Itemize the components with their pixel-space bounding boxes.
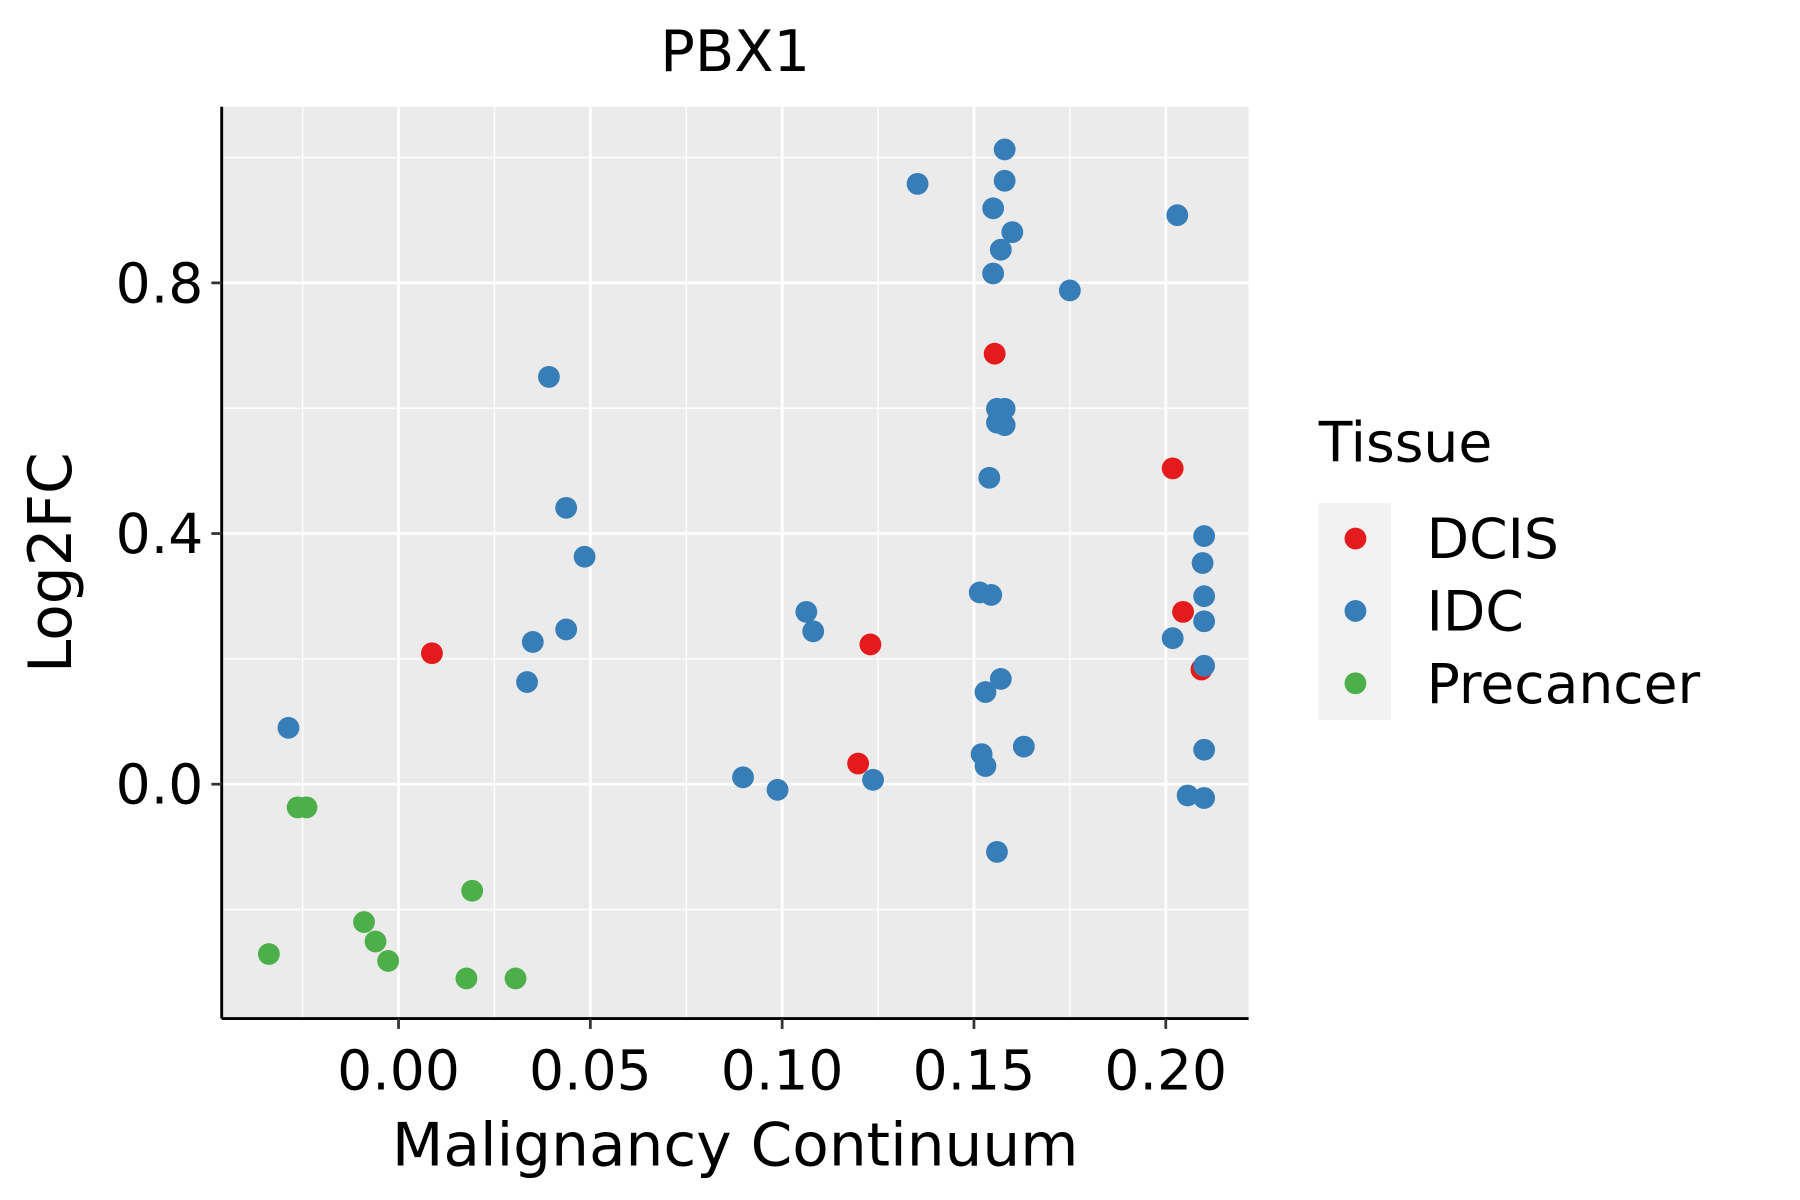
point-precancer: [295, 796, 318, 819]
point-precancer: [364, 930, 387, 953]
point-precancer: [504, 967, 527, 990]
legend: Tissue DCIS IDC Precancer: [1318, 411, 1701, 720]
legend-title: Tissue: [1318, 411, 1493, 475]
point-dcis: [859, 633, 882, 656]
point-idc: [906, 172, 929, 195]
x-tick-label: 0.05: [529, 1039, 652, 1103]
point-idc: [862, 768, 884, 791]
point-idc: [1001, 221, 1024, 244]
point-precancer: [257, 943, 280, 965]
point-idc: [538, 365, 560, 388]
point-dcis: [847, 752, 870, 775]
point-idc: [978, 466, 1001, 489]
point-idc: [982, 262, 1005, 285]
plot-panel: [221, 106, 1249, 1019]
point-dcis: [421, 642, 443, 665]
point-idc: [974, 681, 997, 703]
x-tick-label: 0.20: [1104, 1039, 1227, 1103]
point-idc: [573, 545, 596, 568]
point-idc: [766, 778, 789, 801]
point-idc: [993, 138, 1016, 161]
legend-label-idc: IDC: [1427, 579, 1524, 643]
x-axis-label: Malignancy Continuum: [392, 1112, 1079, 1181]
y-tick-label: 0.0: [116, 753, 204, 817]
point-idc: [277, 716, 300, 739]
y-axis-label: Log2FC: [17, 452, 86, 673]
point-idc: [795, 600, 818, 623]
x-ticks: 0.00 0.05 0.10 0.15 0.20: [337, 1018, 1227, 1103]
point-idc: [732, 766, 754, 789]
point-idc: [1012, 735, 1035, 758]
point-idc: [1193, 738, 1216, 761]
y-ticks: 0.0 0.4 0.8: [116, 251, 222, 817]
legend-key-dcis: [1344, 527, 1367, 550]
y-tick-label: 0.8: [116, 251, 204, 315]
point-idc: [1193, 654, 1216, 677]
grid-lines: [221, 106, 1249, 1019]
legend-key-precancer: [1344, 672, 1367, 695]
point-idc: [516, 671, 538, 693]
point-precancer: [455, 967, 478, 990]
point-idc: [1193, 787, 1216, 809]
point-idc: [555, 496, 578, 519]
x-tick-label: 0.10: [721, 1039, 844, 1103]
point-idc: [1166, 204, 1189, 227]
x-tick-label: 0.00: [337, 1039, 460, 1103]
point-idc: [1176, 784, 1199, 807]
point-idc: [521, 631, 544, 653]
point-idc: [993, 169, 1016, 192]
point-idc: [1193, 610, 1216, 633]
point-precancer: [353, 911, 375, 933]
point-idc: [1193, 525, 1216, 547]
legend-label-dcis: DCIS: [1427, 507, 1559, 571]
point-idc: [980, 584, 1003, 606]
point-idc: [555, 618, 578, 641]
chart-title: PBX1: [660, 18, 810, 85]
point-idc: [982, 197, 1005, 220]
point-dcis: [1161, 457, 1184, 480]
point-idc: [1193, 585, 1216, 608]
point-dcis: [983, 342, 1006, 365]
point-idc: [1161, 627, 1184, 650]
point-idc: [989, 668, 1012, 690]
point-idc: [802, 620, 825, 643]
legend-key-idc: [1344, 600, 1367, 622]
x-tick-label: 0.15: [913, 1039, 1036, 1103]
point-precancer: [461, 879, 484, 902]
point-idc: [1058, 279, 1081, 302]
point-idc: [1191, 552, 1214, 574]
point-idc: [974, 755, 997, 777]
y-tick-label: 0.4: [116, 502, 204, 566]
point-precancer: [377, 950, 400, 972]
point-idc: [986, 840, 1008, 863]
point-idc: [989, 238, 1012, 261]
point-idc: [993, 414, 1016, 437]
data-points: [257, 138, 1216, 990]
legend-label-precancer: Precancer: [1427, 652, 1701, 716]
point-dcis: [1172, 600, 1194, 623]
